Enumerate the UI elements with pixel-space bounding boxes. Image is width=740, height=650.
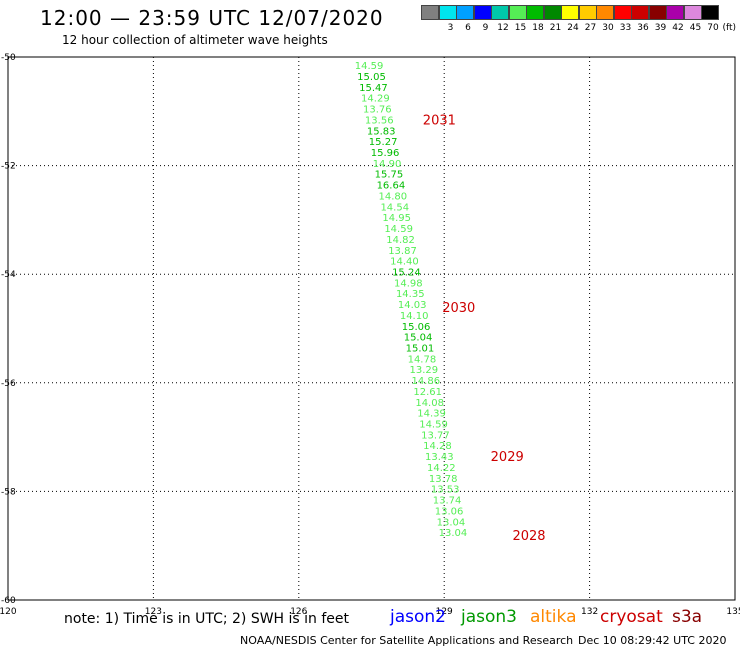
time-label: 2031 <box>423 113 456 128</box>
data-point-label: 15.75 <box>375 170 404 181</box>
data-point-label: 15.24 <box>392 267 421 278</box>
scale-label: 15 <box>514 23 527 33</box>
scale-unit: (ft) <box>722 23 737 33</box>
data-point-label: 13.04 <box>439 528 468 539</box>
page-title: 12:00 — 23:59 UTC 12/07/2020 <box>40 6 384 30</box>
data-point-label: 14.90 <box>373 159 402 170</box>
legend-item-jason2: jason2 <box>390 607 446 627</box>
data-point-label: 14.80 <box>379 191 408 202</box>
data-point-label: 14.59 <box>419 420 448 431</box>
data-point-label: 13.29 <box>410 365 439 376</box>
time-label: 2028 <box>512 529 545 544</box>
scale-label: 45 <box>689 23 702 33</box>
scale-label: 18 <box>532 23 544 33</box>
y-tick-label: -50 <box>1 53 16 63</box>
x-tick-label: 129 <box>436 607 453 617</box>
data-point-label: 13.76 <box>363 105 392 116</box>
data-point-label: 15.47 <box>359 83 388 94</box>
scale-label: 36 <box>637 23 649 33</box>
data-point-label: 14.54 <box>380 202 409 213</box>
page-subtitle: 12 hour collection of altimeter wave hei… <box>62 33 328 47</box>
scale-label: 30 <box>602 23 614 33</box>
scale-label: 70 <box>707 23 719 33</box>
data-point-label: 16.64 <box>377 181 406 192</box>
data-point-label: 14.39 <box>417 409 446 420</box>
scale-label: 24 <box>567 23 579 33</box>
data-point-label: 15.27 <box>369 137 398 148</box>
x-tick-label: 123 <box>145 607 162 617</box>
x-tick-label: 135 <box>726 607 740 617</box>
data-point-label: 13.56 <box>365 115 394 126</box>
data-point-label: 13.74 <box>433 496 462 507</box>
data-point-label: 15.83 <box>367 126 396 137</box>
data-point-label: 14.59 <box>384 224 413 235</box>
data-point-label: 12.61 <box>413 387 442 398</box>
data-point-label: 13.06 <box>435 506 464 517</box>
data-point-label: 15.01 <box>406 344 435 355</box>
x-tick-label: 126 <box>290 607 307 617</box>
data-point-label: 14.98 <box>394 278 423 289</box>
legend-item-s3a: s3a <box>672 607 703 627</box>
y-tick-label: -52 <box>1 162 16 172</box>
data-point-label: 15.05 <box>357 72 386 83</box>
data-point-label: 14.10 <box>400 311 429 322</box>
legend-item-cryosat: cryosat <box>600 607 663 627</box>
scale-label: 21 <box>549 23 562 33</box>
data-point-label: 13.78 <box>429 474 458 485</box>
data-point-label: 14.78 <box>408 354 437 365</box>
data-point-label: 13.04 <box>437 517 466 528</box>
scale-swatch <box>701 5 719 20</box>
plot-frame <box>7 56 736 601</box>
data-point-label: 13.43 <box>425 452 454 463</box>
scale-label: 27 <box>584 23 597 33</box>
data-point-label: 14.95 <box>382 213 411 224</box>
legend-item-altika: altika <box>530 607 577 627</box>
legend-item-jason3: jason3 <box>461 607 517 627</box>
scale-label: 6 <box>465 23 471 33</box>
scale-label: 12 <box>497 23 509 33</box>
data-point-label: 14.82 <box>386 235 415 246</box>
data-point-label: 14.35 <box>396 289 425 300</box>
time-label: 2030 <box>442 301 475 316</box>
data-point-label: 15.04 <box>404 333 433 344</box>
x-tick-label: 120 <box>0 607 17 617</box>
scale-label: 39 <box>654 23 667 33</box>
footer-credit: NOAA/NESDIS Center for Satellite Applica… <box>240 634 574 647</box>
data-point-label: 14.29 <box>361 94 390 105</box>
scale-label: 9 <box>482 23 489 33</box>
y-tick-label: -56 <box>1 379 16 389</box>
data-point-label: 14.28 <box>423 441 452 452</box>
scale-label: 42 <box>672 23 684 33</box>
note-text: note: 1) Time is in UTC; 2) SWH is in fe… <box>64 611 350 627</box>
data-point-label: 14.03 <box>398 300 427 311</box>
data-point-label: 13.87 <box>388 246 417 257</box>
data-point-label: 14.40 <box>390 257 419 268</box>
data-point-label: 15.06 <box>402 322 431 333</box>
data-point-label: 13.53 <box>431 485 460 496</box>
data-point-label: 14.22 <box>427 463 456 474</box>
y-tick-label: -54 <box>1 270 16 280</box>
x-tick-label: 132 <box>581 607 598 617</box>
y-tick-label: -58 <box>1 487 16 497</box>
data-point-label: 14.08 <box>415 398 444 409</box>
data-point-label: 14.86 <box>411 376 440 387</box>
scale-label: 33 <box>619 23 632 33</box>
footer-timestamp: Dec 10 08:29:42 UTC 2020 <box>578 634 727 647</box>
time-label: 2029 <box>491 450 524 465</box>
data-point-label: 13.77 <box>421 430 450 441</box>
y-tick-label: -60 <box>1 596 16 606</box>
data-point-label: 14.59 <box>355 61 384 72</box>
data-point-label: 15.96 <box>371 148 400 159</box>
scale-label: 3 <box>447 23 454 33</box>
